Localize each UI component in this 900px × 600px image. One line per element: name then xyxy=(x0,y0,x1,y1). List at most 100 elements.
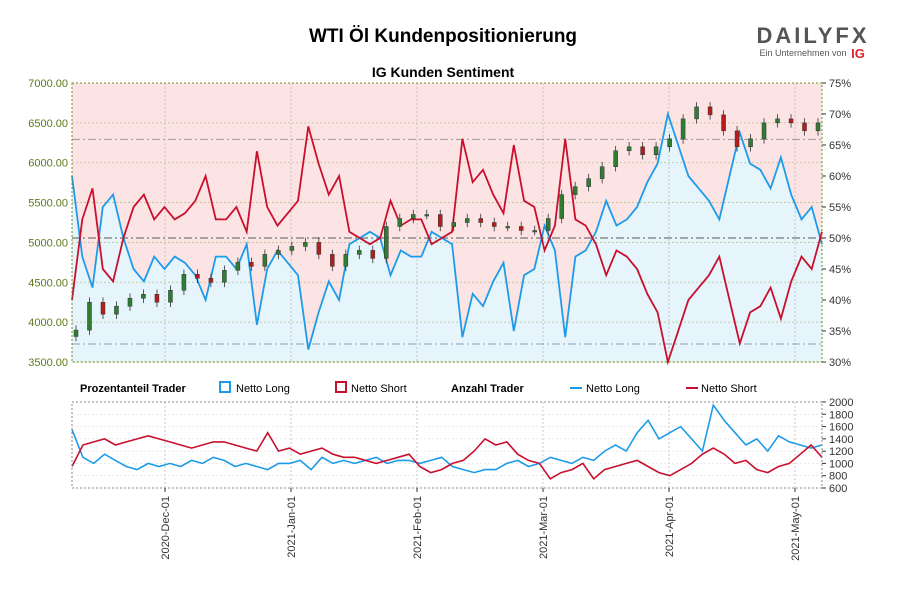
candle xyxy=(222,265,227,288)
candle-body xyxy=(775,118,780,124)
count-tick-label: 2000 xyxy=(829,397,853,409)
logo-ig: IG xyxy=(851,46,865,61)
candle xyxy=(397,213,403,232)
candle xyxy=(154,289,160,307)
count-long-line xyxy=(71,403,823,474)
price-tick-label: 6500.00 xyxy=(28,118,68,130)
legend-pct-short: Netto Short xyxy=(351,383,407,395)
candle xyxy=(586,173,591,192)
candle-body xyxy=(734,130,740,148)
candle xyxy=(626,141,632,156)
candle-body xyxy=(545,218,551,231)
date-tick-label: 2021-May-01 xyxy=(790,496,802,561)
date-tick-label: 2021-Jan-01 xyxy=(286,496,298,558)
date-tick-label: 2021-Apr-01 xyxy=(664,496,676,557)
legend-pct-header: Prozentanteil Trader xyxy=(80,383,186,395)
candle-body xyxy=(303,242,308,247)
price-tick-label: 7000.00 xyxy=(28,78,68,90)
candle-body xyxy=(640,146,645,155)
pct-long-line xyxy=(71,110,823,350)
candle xyxy=(100,297,106,319)
candle xyxy=(276,245,281,260)
candle-body xyxy=(276,250,281,255)
candle xyxy=(505,221,510,232)
chart-title: WTI Öl Kundenpositionierung xyxy=(309,26,577,47)
candle xyxy=(438,209,443,232)
candle-body xyxy=(222,270,227,283)
candle-body xyxy=(626,146,632,152)
candle xyxy=(127,293,133,311)
candle xyxy=(289,241,295,256)
date-tick-label: 2020-Dec-01 xyxy=(160,496,172,560)
candle xyxy=(73,325,79,342)
count-panel xyxy=(71,401,823,489)
candle-body xyxy=(235,262,241,271)
main-panel xyxy=(71,82,823,366)
percent-tick-label: 70% xyxy=(829,109,851,121)
candle-body xyxy=(141,293,146,299)
candle xyxy=(384,221,389,264)
percent-tick-label: 65% xyxy=(829,140,851,152)
candle xyxy=(114,301,119,319)
candle-body xyxy=(384,226,389,259)
candle-body xyxy=(438,214,443,227)
percent-tick-label: 60% xyxy=(829,171,851,183)
candle-body xyxy=(478,218,483,223)
price-tick-label: 4500.00 xyxy=(28,277,68,289)
candle xyxy=(694,102,699,124)
candle-body xyxy=(694,106,699,120)
candle-body xyxy=(249,262,254,267)
candle xyxy=(168,285,173,307)
legend-count-header: Anzahl Trader xyxy=(451,383,524,395)
candle xyxy=(343,249,349,272)
candle-body xyxy=(491,222,497,227)
legend-count-short: Netto Short xyxy=(701,383,757,395)
candle xyxy=(316,237,322,260)
count-short-line xyxy=(71,431,823,480)
candle-body xyxy=(154,293,160,303)
candle-body xyxy=(330,254,335,267)
candle-body xyxy=(707,106,713,116)
pct-short-line xyxy=(71,126,823,366)
sub-border xyxy=(71,401,823,489)
price-axis: 7000.00 6500.00 6000.00 5500.00 5000.00 4500.… xyxy=(28,78,68,369)
candle xyxy=(249,257,254,272)
candle-body xyxy=(802,122,807,132)
candle-body xyxy=(748,138,753,148)
candle xyxy=(802,118,807,136)
candle-body xyxy=(181,274,187,291)
candle-body xyxy=(613,150,618,167)
price-tick-label: 5000.00 xyxy=(28,237,68,249)
candle xyxy=(545,213,551,236)
long-zone xyxy=(72,114,822,362)
candle-body xyxy=(195,274,200,279)
count-tick-label: 1000 xyxy=(829,458,853,470)
percent-axis: 75% 70% 65% 60% 55% 50% 45% 40% 35% 30% xyxy=(822,78,851,369)
candle-body xyxy=(721,114,726,132)
candle xyxy=(370,245,376,264)
candle xyxy=(330,249,335,272)
candle xyxy=(478,213,483,228)
legend-pct-short-swatch xyxy=(335,381,347,393)
candle-body xyxy=(343,254,349,267)
candle-body xyxy=(518,226,524,231)
count-tick-label: 1600 xyxy=(829,422,853,434)
candle-body xyxy=(505,226,510,229)
logo-subtext: Ein Unternehmen von xyxy=(759,48,846,58)
count-tick-label: 1200 xyxy=(829,446,853,458)
candle-body xyxy=(424,214,430,217)
candle xyxy=(775,114,780,128)
candle-body xyxy=(599,166,605,179)
candle xyxy=(559,189,564,224)
candle xyxy=(208,273,214,288)
candle-body xyxy=(532,230,537,233)
candle-body xyxy=(559,194,564,219)
price-tick-label: 6000.00 xyxy=(28,158,68,170)
candle xyxy=(815,118,821,136)
candle-body xyxy=(788,118,794,124)
candle-body xyxy=(208,278,214,283)
candle-body xyxy=(357,250,362,255)
candle xyxy=(518,221,524,236)
candle-body xyxy=(87,301,92,331)
